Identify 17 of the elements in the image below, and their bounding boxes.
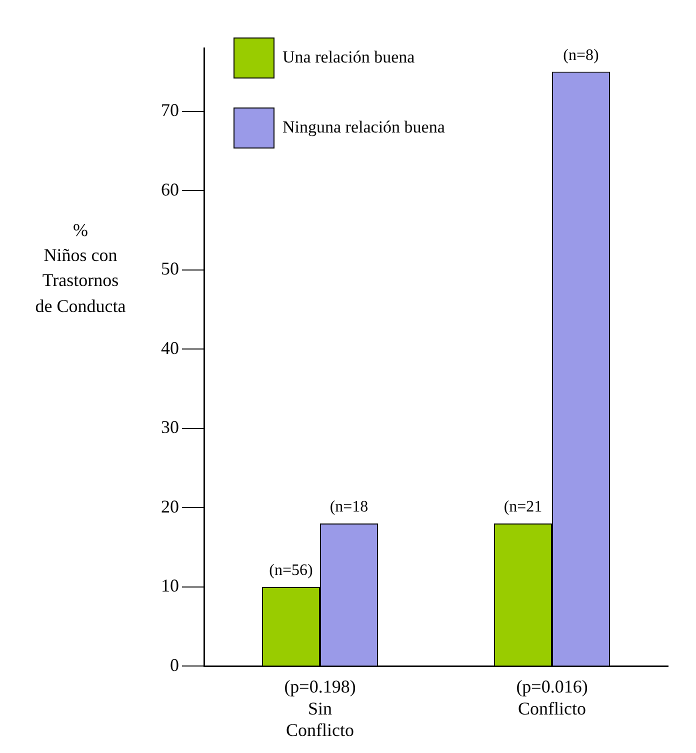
- y-tick-label: 30: [161, 417, 179, 438]
- y-tick-label: 10: [161, 576, 179, 596]
- legend-label: Una relación buena: [282, 47, 416, 66]
- y-tick-label: 50: [161, 258, 179, 279]
- annotation: (n=56): [269, 562, 313, 580]
- x-tick-label: (p=0.198) Sin Conflicto: [284, 676, 356, 740]
- y-tick-label: 20: [161, 496, 179, 516]
- legend-label: Ninguna relación buena: [282, 117, 446, 136]
- y-tick-label: 40: [161, 338, 179, 358]
- y-axis-title: % Niños con Trastornos de Conducta: [34, 219, 127, 318]
- annotation: (n=8): [563, 46, 599, 64]
- y-tick-label: 60: [161, 179, 179, 200]
- annotation: (n=18: [330, 498, 368, 516]
- x-tick-label: (p=0.016) Conflicto: [516, 676, 588, 718]
- y-tick-label: 70: [161, 100, 179, 120]
- annotation: (n=21: [504, 498, 542, 516]
- y-tick-label: 0: [170, 654, 179, 675]
